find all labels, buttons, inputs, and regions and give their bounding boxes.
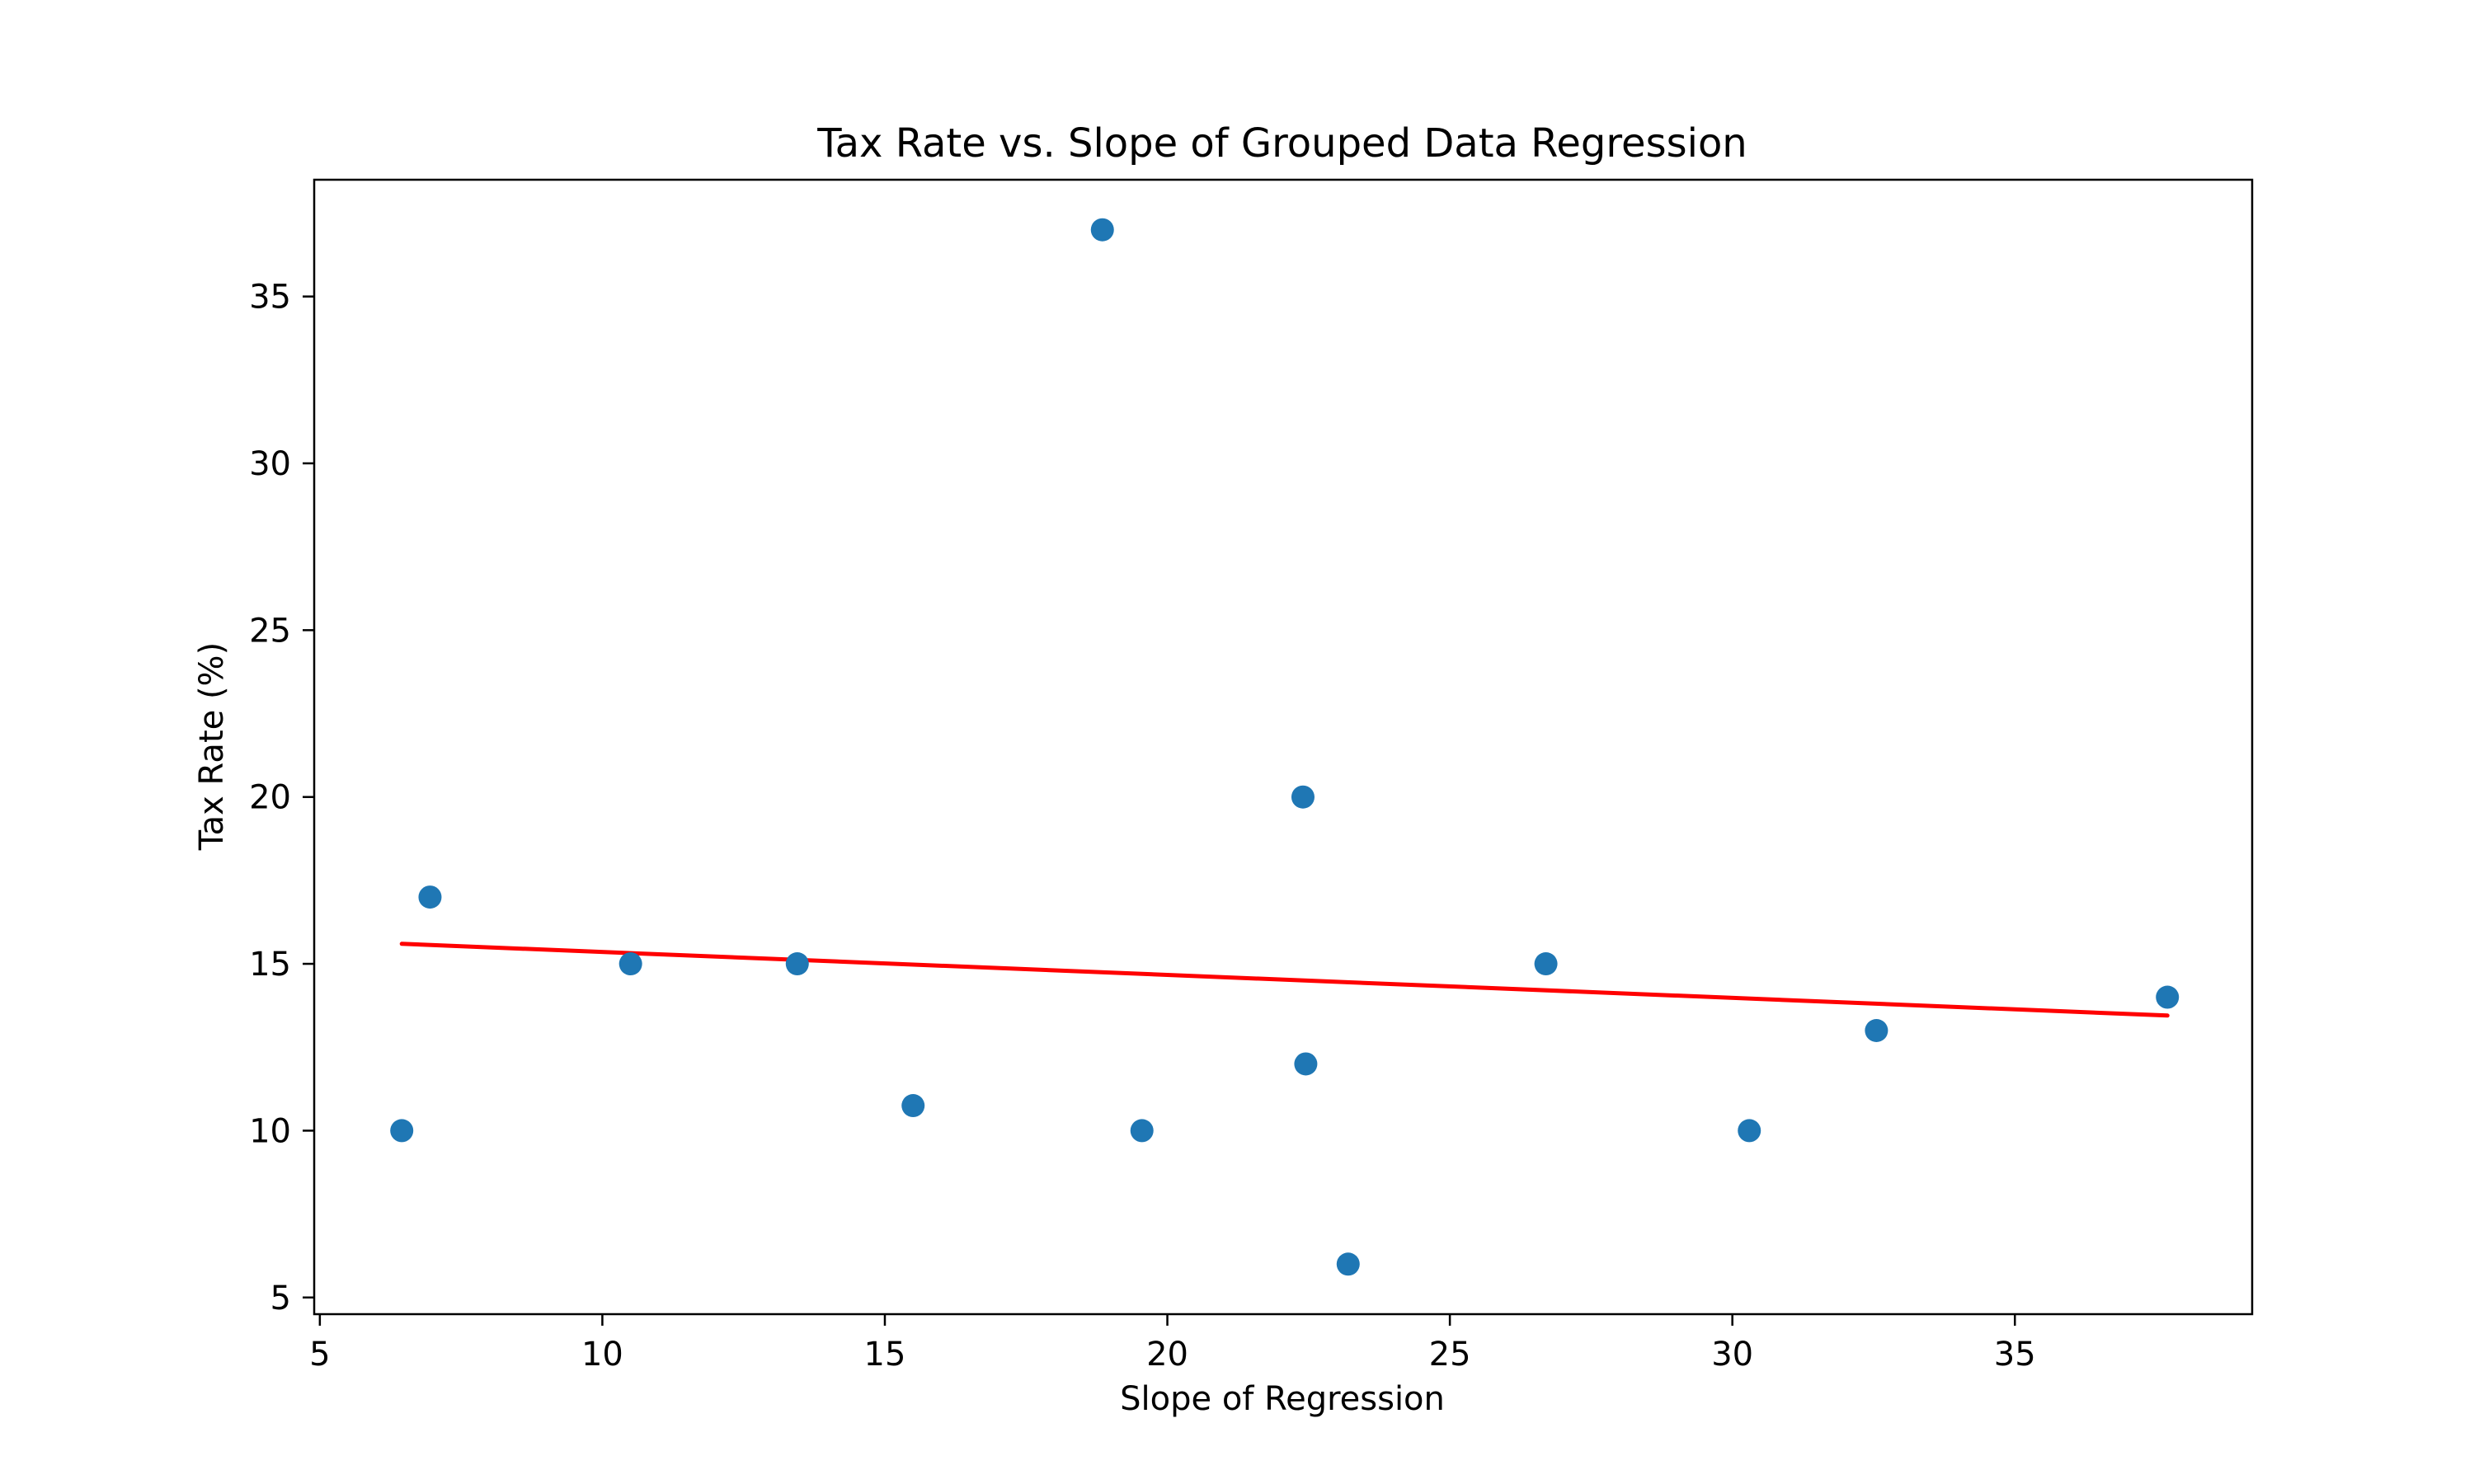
scatter-point [1294, 1052, 1318, 1076]
y-tick-label: 5 [270, 1280, 291, 1317]
scatter-point [785, 952, 809, 976]
y-tick-label: 20 [249, 779, 291, 817]
y-tick-label: 35 [249, 279, 291, 317]
y-tick-label: 25 [249, 612, 291, 650]
scatter-point [1090, 218, 1114, 242]
scatter-point [1738, 1119, 1761, 1143]
plot-frame [313, 178, 2254, 1316]
scatter-point [1865, 1019, 1888, 1042]
scatter-point [1291, 785, 1315, 809]
x-tick-label: 20 [1146, 1336, 1188, 1374]
scatter-point [618, 952, 642, 976]
x-tick-label: 15 [864, 1336, 906, 1374]
chart-title: Tax Rate vs. Slope of Grouped Data Regre… [816, 120, 1747, 167]
scatter-point [1130, 1119, 1154, 1143]
scatter-point [901, 1094, 925, 1118]
x-axis-ticks: 5 10 15 20 25 30 35 [309, 1314, 2036, 1374]
x-tick-label: 25 [1429, 1336, 1471, 1374]
scatter-point [2156, 985, 2180, 1009]
scatter-point [418, 885, 442, 909]
x-tick-label: 30 [1711, 1336, 1753, 1374]
scatter-point [1534, 952, 1558, 976]
scatter-points [390, 218, 2180, 1276]
y-tick-label: 10 [249, 1112, 291, 1150]
x-tick-label: 5 [309, 1336, 330, 1374]
y-tick-label: 15 [249, 946, 291, 984]
regression-line-layer [399, 942, 2170, 1018]
x-tick-label: 35 [1994, 1336, 2036, 1374]
x-axis-label: Slope of Regression [1120, 1380, 1445, 1418]
x-tick-label: 10 [581, 1336, 623, 1374]
y-tick-label: 30 [249, 445, 291, 483]
regression-line [399, 942, 2170, 1018]
scatter-point [390, 1119, 414, 1143]
y-axis-ticks: 5 10 15 20 25 30 35 [249, 279, 314, 1317]
y-axis-label: Tax Rate (%) [193, 642, 231, 851]
scatter-point [1336, 1252, 1360, 1276]
